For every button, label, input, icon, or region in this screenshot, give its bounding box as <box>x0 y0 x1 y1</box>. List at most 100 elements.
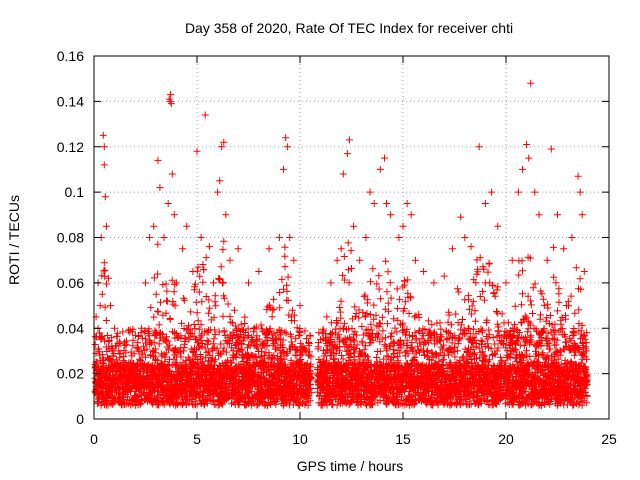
data-point <box>202 254 210 262</box>
data-point <box>163 333 171 341</box>
data-point <box>366 188 374 196</box>
data-point <box>150 339 158 347</box>
data-point <box>519 165 526 173</box>
data-point <box>107 302 114 310</box>
data-point <box>494 344 502 352</box>
data-point <box>457 213 465 221</box>
data-point <box>276 289 284 296</box>
data-point <box>209 340 217 348</box>
data-point <box>214 188 222 196</box>
data-point <box>469 297 477 305</box>
data-point <box>145 325 153 333</box>
data-point <box>430 279 438 287</box>
data-point <box>167 100 175 108</box>
data-point <box>428 321 436 329</box>
data-point <box>101 303 109 311</box>
data-point <box>370 301 378 309</box>
data-point <box>245 279 252 287</box>
data-point <box>443 335 451 343</box>
data-point <box>525 154 533 162</box>
data-point <box>134 344 142 352</box>
data-point <box>154 240 162 248</box>
data-point <box>290 256 298 264</box>
data-point <box>454 285 462 293</box>
data-point <box>201 111 209 119</box>
data-point <box>187 387 195 395</box>
data-point <box>461 234 469 241</box>
data-point <box>485 259 493 267</box>
data-point <box>154 308 162 316</box>
data-point <box>424 317 432 325</box>
data-point <box>170 211 178 219</box>
data-point <box>99 131 107 139</box>
data-point <box>187 308 195 316</box>
data-point <box>327 279 335 287</box>
data-point <box>350 222 358 230</box>
data-point <box>159 281 167 289</box>
data-point <box>377 295 385 303</box>
data-point <box>150 274 158 282</box>
data-point <box>123 337 130 345</box>
data-point <box>383 320 391 328</box>
data-point <box>370 200 378 207</box>
data-point <box>340 253 348 260</box>
data-point <box>227 318 235 326</box>
data-point <box>210 335 218 343</box>
data-point <box>197 234 205 241</box>
data-point <box>343 150 351 158</box>
data-point <box>547 145 555 153</box>
data-point <box>360 293 368 301</box>
data-point <box>154 156 162 164</box>
data-point <box>101 272 109 280</box>
data-point <box>284 143 292 151</box>
data-point <box>185 322 192 330</box>
data-point <box>220 328 228 336</box>
data-point <box>157 298 164 306</box>
data-point <box>166 341 174 349</box>
data-point <box>395 234 403 241</box>
data-point <box>420 268 428 275</box>
data-point <box>339 170 347 178</box>
data-point <box>206 304 214 312</box>
data-point <box>494 328 502 336</box>
data-point <box>190 362 198 370</box>
data-point <box>331 355 339 363</box>
data-point <box>258 347 265 355</box>
data-point <box>193 309 201 317</box>
data-point <box>415 314 423 322</box>
data-point <box>142 353 149 361</box>
data-point <box>193 267 201 275</box>
data-point <box>278 275 286 283</box>
data-point <box>270 305 278 313</box>
data-point <box>514 188 522 196</box>
data-point <box>120 353 128 360</box>
data-point <box>383 288 391 296</box>
data-point <box>479 326 486 334</box>
data-point <box>382 334 390 342</box>
data-point <box>481 200 489 207</box>
data-point <box>210 279 217 287</box>
data-point <box>164 200 172 207</box>
data-point <box>270 295 278 303</box>
data-point <box>162 280 170 288</box>
data-point <box>384 268 392 276</box>
data-point <box>351 303 359 311</box>
data-point <box>172 279 180 287</box>
data-point <box>121 342 129 350</box>
data-point <box>155 340 163 348</box>
data-point <box>455 288 463 296</box>
data-point <box>388 329 396 337</box>
data-point <box>523 141 531 148</box>
data-point <box>136 391 144 399</box>
data-point <box>275 234 283 241</box>
data-point <box>337 297 345 305</box>
data-point <box>185 399 193 407</box>
data-point <box>91 341 99 348</box>
data-point <box>494 283 502 291</box>
data-point <box>217 340 225 348</box>
data-point <box>340 320 348 328</box>
data-point <box>347 247 355 255</box>
data-point <box>382 257 390 265</box>
data-point <box>205 243 213 251</box>
